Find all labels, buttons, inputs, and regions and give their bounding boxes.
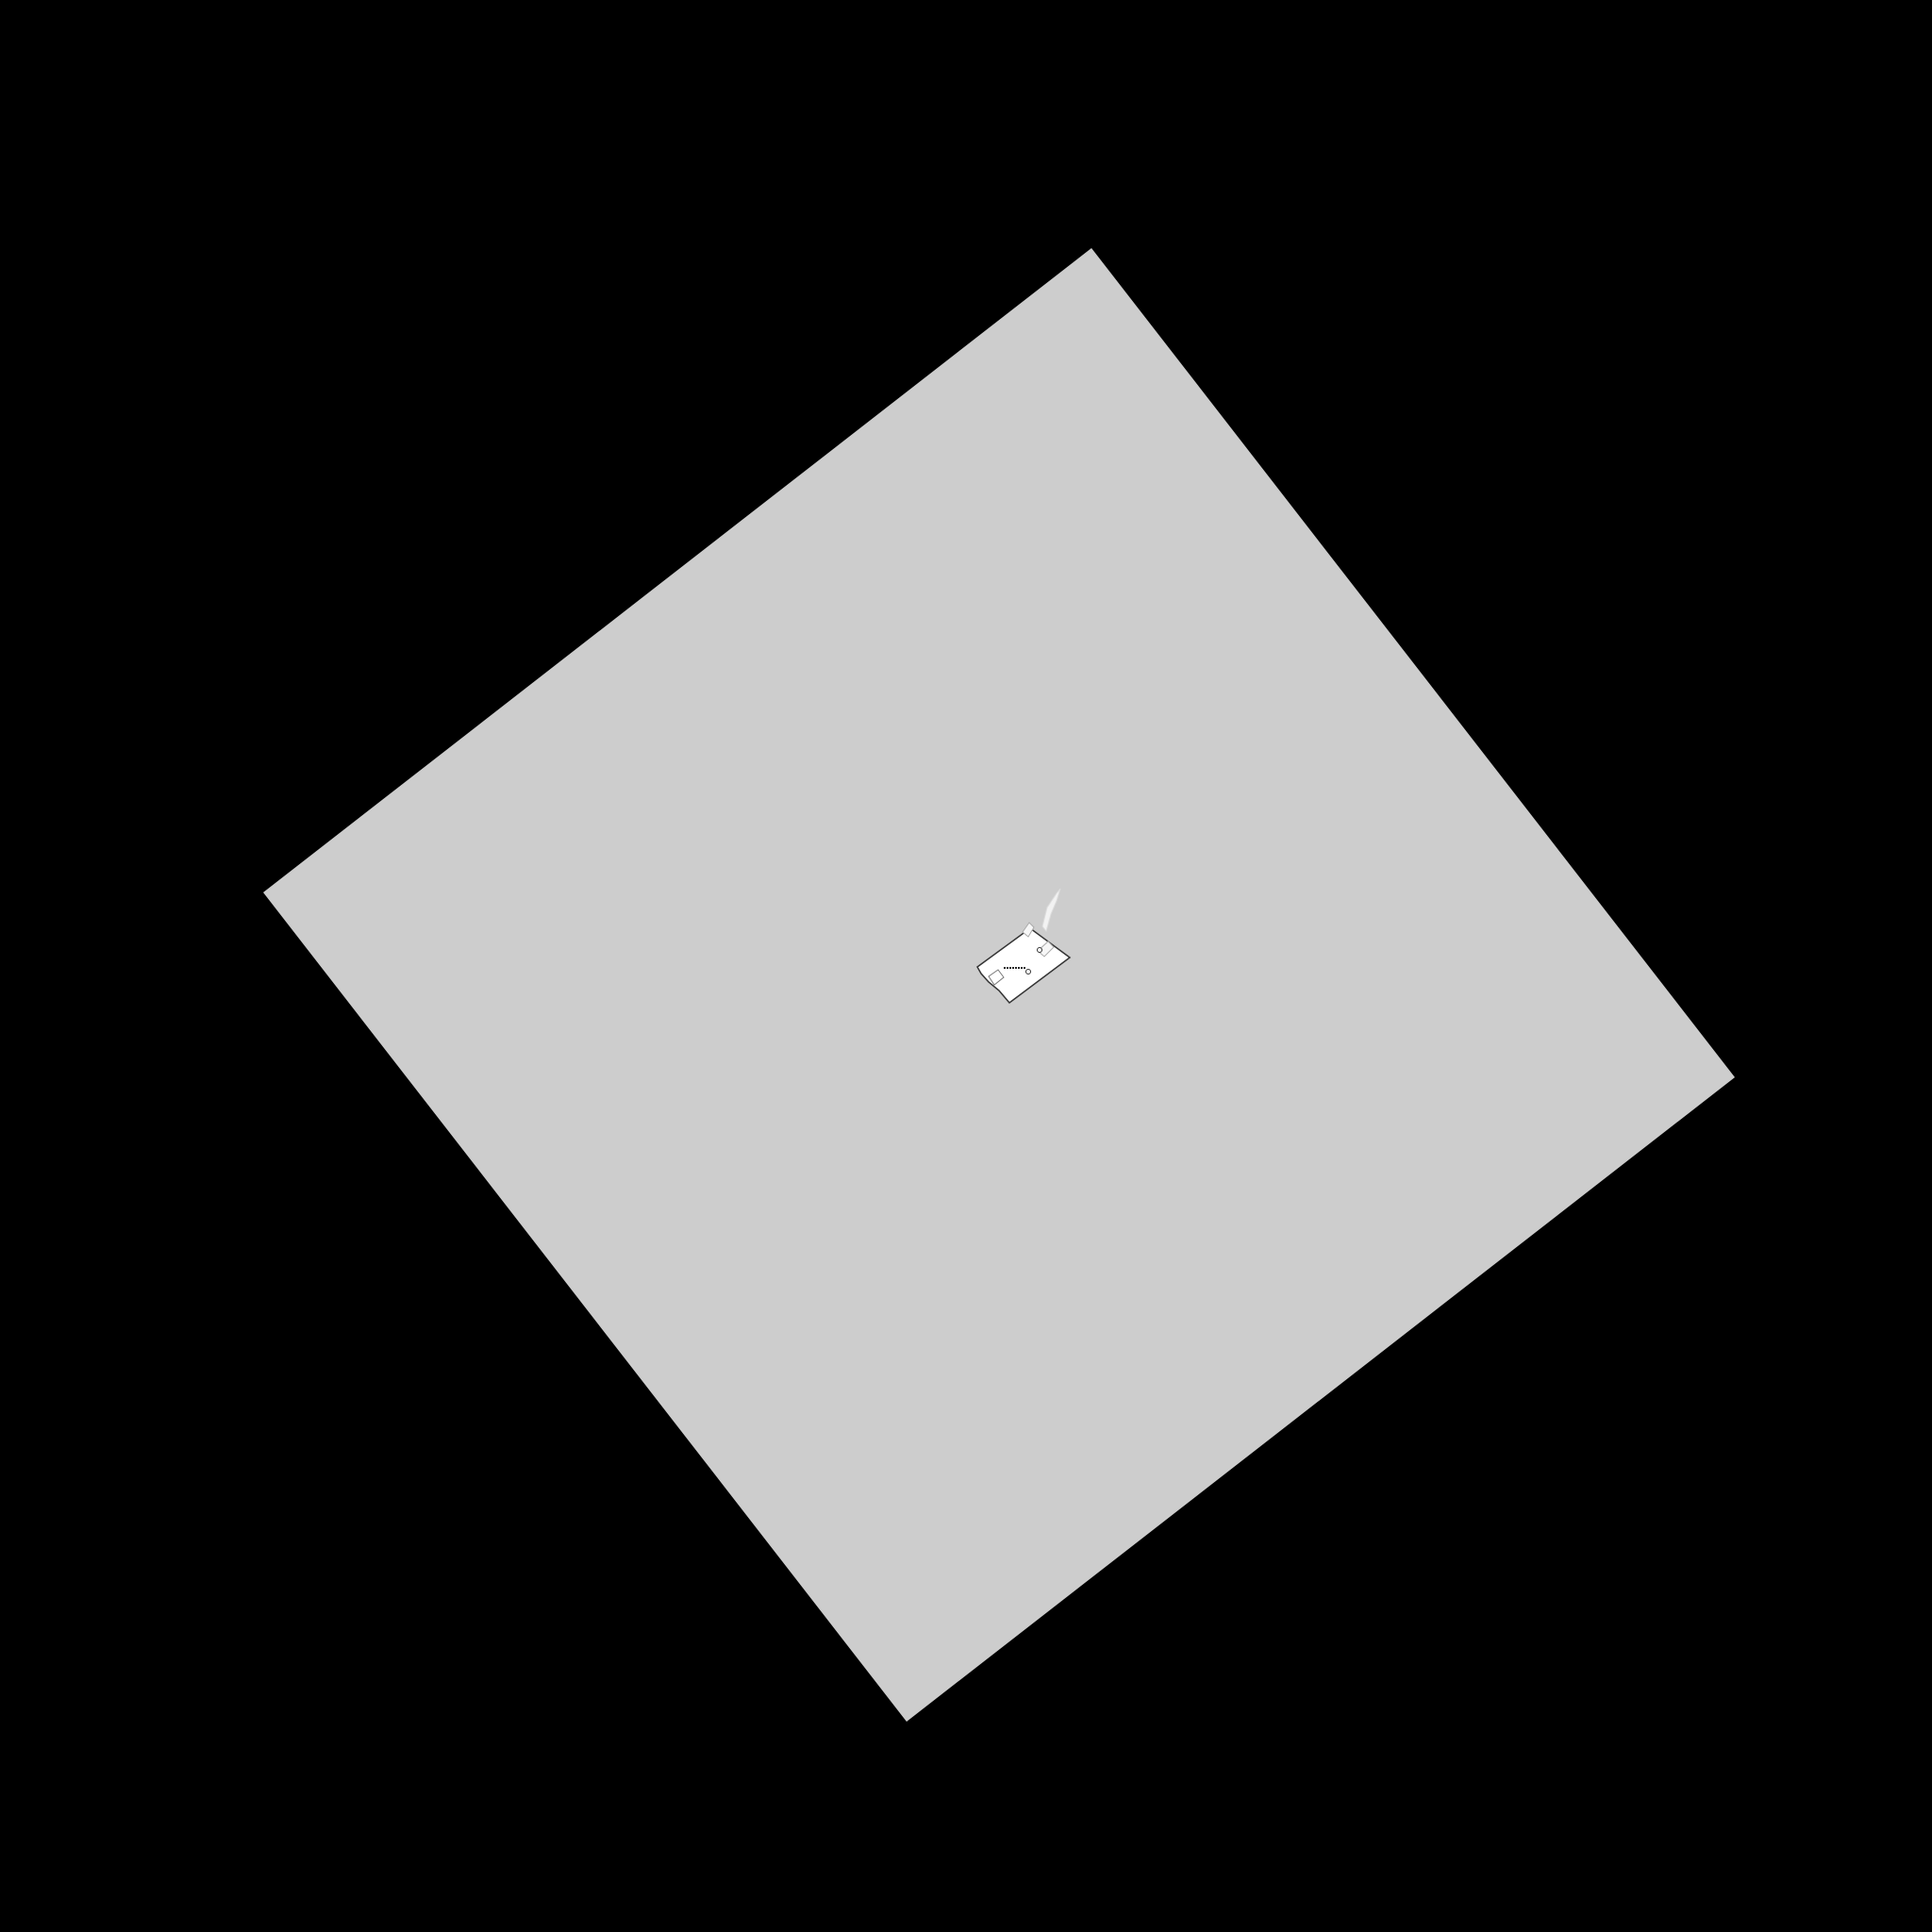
widget-small-circle-icon: [1025, 969, 1031, 974]
widget-lower-notch: [988, 969, 1005, 986]
tiny-rotated-widget: [976, 888, 1072, 1005]
widget-left-spike: [1022, 922, 1035, 938]
widget-small-circle-icon-2: [1037, 947, 1042, 953]
widget-right-spike: [1037, 941, 1055, 958]
widget-upward-blade: [1041, 888, 1061, 933]
